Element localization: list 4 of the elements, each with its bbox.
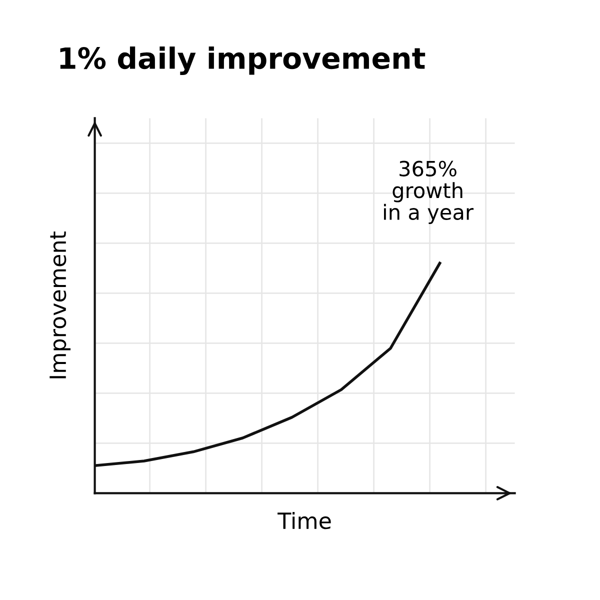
x-axis-title: Time (278, 512, 331, 530)
chart-title: 1% daily improvement (60, 46, 426, 75)
y-axis-title: Improvement (50, 231, 70, 378)
text: 365% growth in a year (384, 160, 474, 224)
